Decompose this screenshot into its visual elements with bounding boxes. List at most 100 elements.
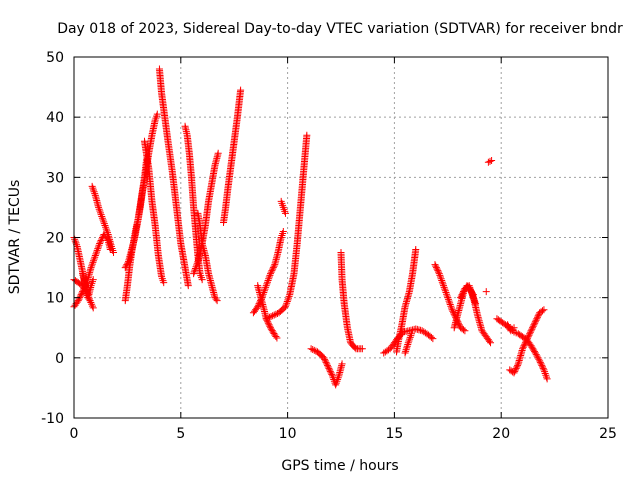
data-point: [449, 307, 457, 315]
data-point: [269, 264, 277, 272]
data-point: [441, 287, 449, 295]
data-point: [104, 229, 112, 237]
data-point: [440, 282, 448, 290]
x-axis-label: GPS time / hours: [281, 458, 398, 474]
data-point: [160, 279, 168, 287]
data-point: [531, 348, 539, 356]
data-point: [521, 340, 529, 348]
data-point: [262, 282, 270, 290]
data-point: [530, 346, 538, 354]
data-point: [95, 203, 103, 211]
data-point: [407, 332, 415, 340]
data-point: [265, 313, 273, 321]
data-point: [321, 355, 329, 363]
data-point: [448, 306, 456, 314]
data-point: [443, 290, 451, 298]
data-point: [100, 218, 108, 226]
data-point: [542, 371, 550, 379]
data-point: [91, 252, 99, 260]
data-point: [191, 266, 199, 274]
series-arc15: [254, 282, 281, 342]
data-point: [485, 337, 493, 345]
data-point: [122, 262, 130, 270]
data-point: [536, 357, 544, 365]
data-point: [77, 291, 85, 299]
data-point: [103, 227, 111, 235]
data-point: [261, 285, 269, 293]
data-point: [91, 190, 99, 198]
series-arc09: [155, 65, 192, 290]
data-point: [88, 182, 96, 190]
data-point: [404, 340, 412, 348]
data-point: [71, 237, 79, 245]
series-arc26: [465, 285, 477, 299]
y-axis-label: SDTVAR / TECUs: [7, 180, 23, 295]
data-point: [446, 299, 454, 307]
data-point: [530, 321, 538, 329]
data-point: [266, 322, 274, 330]
data-point: [403, 344, 411, 352]
data-point: [90, 188, 98, 196]
series-arc04: [79, 270, 97, 299]
data-point: [88, 260, 96, 268]
data-point: [436, 271, 444, 279]
data-point: [263, 280, 271, 288]
data-point: [457, 294, 465, 302]
data-point: [75, 295, 83, 303]
data-point: [102, 225, 110, 233]
data-point: [193, 259, 201, 267]
data-point: [488, 156, 496, 164]
data-point: [533, 352, 541, 360]
data-point: [432, 262, 440, 270]
data-point: [459, 326, 467, 334]
data-point: [447, 304, 455, 312]
data-point: [94, 243, 102, 251]
data-point: [446, 301, 454, 309]
data-point: [526, 328, 534, 336]
data-point: [484, 158, 492, 166]
data-point: [519, 343, 527, 351]
data-point: [435, 270, 443, 278]
data-point: [270, 262, 278, 270]
y-tick-label: -10: [41, 411, 64, 427]
data-point: [272, 310, 280, 318]
data-point: [95, 241, 103, 249]
data-point: [437, 275, 445, 283]
data-point: [522, 337, 530, 345]
y-tick-label: 0: [55, 351, 64, 367]
series-arc19: [337, 249, 366, 353]
data-point: [431, 261, 439, 269]
series-arc17: [262, 131, 311, 323]
x-tick-label: 10: [279, 426, 297, 442]
data-point: [267, 325, 275, 333]
data-point: [303, 131, 311, 139]
data-point: [412, 246, 420, 254]
data-point: [407, 330, 415, 338]
data-point: [285, 292, 293, 300]
data-point: [262, 283, 270, 291]
data-point: [285, 294, 293, 302]
data-point: [76, 292, 84, 300]
data-point: [283, 299, 291, 307]
data-point: [269, 312, 277, 320]
series-arc18: [307, 345, 346, 389]
data-point: [310, 346, 318, 354]
data-point: [193, 261, 201, 269]
data-point: [525, 331, 533, 339]
data-point: [328, 370, 336, 378]
data-point: [402, 347, 410, 355]
data-point: [198, 276, 206, 284]
data-point: [264, 319, 272, 327]
data-point: [190, 270, 198, 278]
data-point: [87, 264, 95, 272]
data-point: [458, 291, 466, 299]
series-arc30: [506, 306, 548, 377]
data-point: [267, 270, 275, 278]
data-point: [338, 360, 346, 368]
data-point: [86, 297, 94, 305]
data-point: [101, 221, 109, 229]
data-point: [504, 321, 512, 329]
data-point: [439, 280, 447, 288]
data-point: [434, 267, 442, 275]
data-point: [510, 369, 518, 377]
